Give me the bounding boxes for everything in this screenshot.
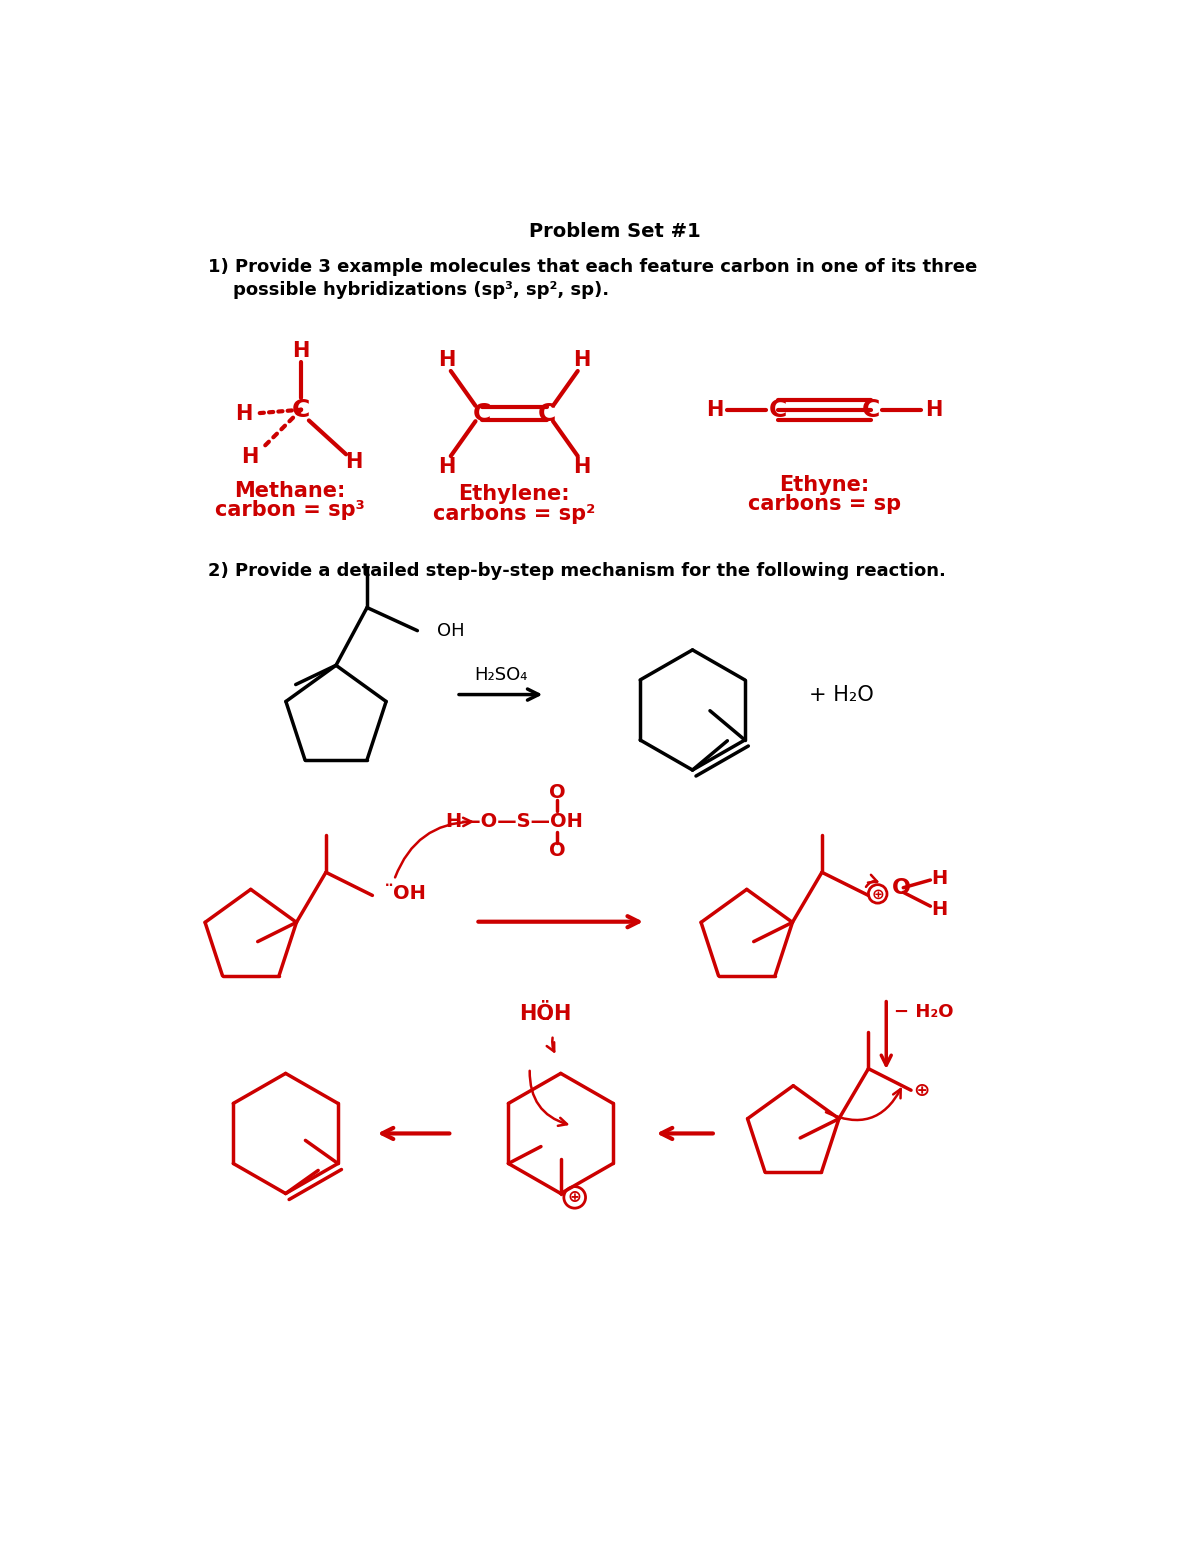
Text: 2) Provide a detailed step-by-step mechanism for the following reaction.: 2) Provide a detailed step-by-step mecha… (208, 562, 946, 581)
Text: H: H (235, 404, 252, 424)
Text: H—O—S—OH: H—O—S—OH (445, 812, 583, 831)
Text: ¨: ¨ (540, 1017, 550, 1037)
Text: Problem Set #1: Problem Set #1 (529, 222, 701, 241)
Text: ⊕: ⊕ (871, 887, 884, 901)
Text: Ethylene:: Ethylene: (458, 485, 570, 505)
Text: H: H (572, 349, 590, 370)
Text: H: H (925, 399, 942, 419)
Text: carbons = sp²: carbons = sp² (433, 503, 595, 523)
Text: H: H (931, 899, 948, 919)
Text: ̈OH: ̈OH (394, 884, 427, 904)
Text: C: C (473, 402, 491, 426)
Text: carbon = sp³: carbon = sp³ (215, 500, 365, 520)
Text: carbons = sp: carbons = sp (748, 494, 901, 514)
Text: O: O (892, 877, 911, 898)
Text: C: C (292, 398, 311, 422)
Text: H: H (931, 870, 948, 888)
Text: H: H (293, 342, 310, 362)
Text: HÖH: HÖH (520, 1005, 571, 1023)
Text: O: O (548, 842, 565, 860)
Text: Methane:: Methane: (234, 480, 346, 500)
Text: H: H (241, 447, 259, 467)
Text: H: H (572, 457, 590, 477)
Text: H: H (438, 349, 456, 370)
Text: − H₂O: − H₂O (894, 1003, 954, 1020)
Text: Ethyne:: Ethyne: (779, 475, 869, 495)
Text: C: C (768, 398, 787, 422)
Text: ⊕: ⊕ (913, 1081, 929, 1100)
Text: H: H (346, 452, 362, 472)
Text: OH: OH (437, 621, 464, 640)
Text: H₂SO₄: H₂SO₄ (474, 666, 528, 685)
Text: O: O (548, 783, 565, 801)
Text: C: C (862, 398, 880, 422)
Text: H: H (707, 399, 724, 419)
Text: ⊕: ⊕ (568, 1188, 582, 1207)
Text: C: C (538, 402, 556, 426)
Text: possible hybridizations (sp³, sp², sp).: possible hybridizations (sp³, sp², sp). (208, 281, 610, 300)
Text: + H₂O: + H₂O (809, 685, 874, 705)
Text: H: H (438, 457, 456, 477)
Text: 1) Provide 3 example molecules that each feature carbon in one of its three: 1) Provide 3 example molecules that each… (208, 258, 977, 276)
